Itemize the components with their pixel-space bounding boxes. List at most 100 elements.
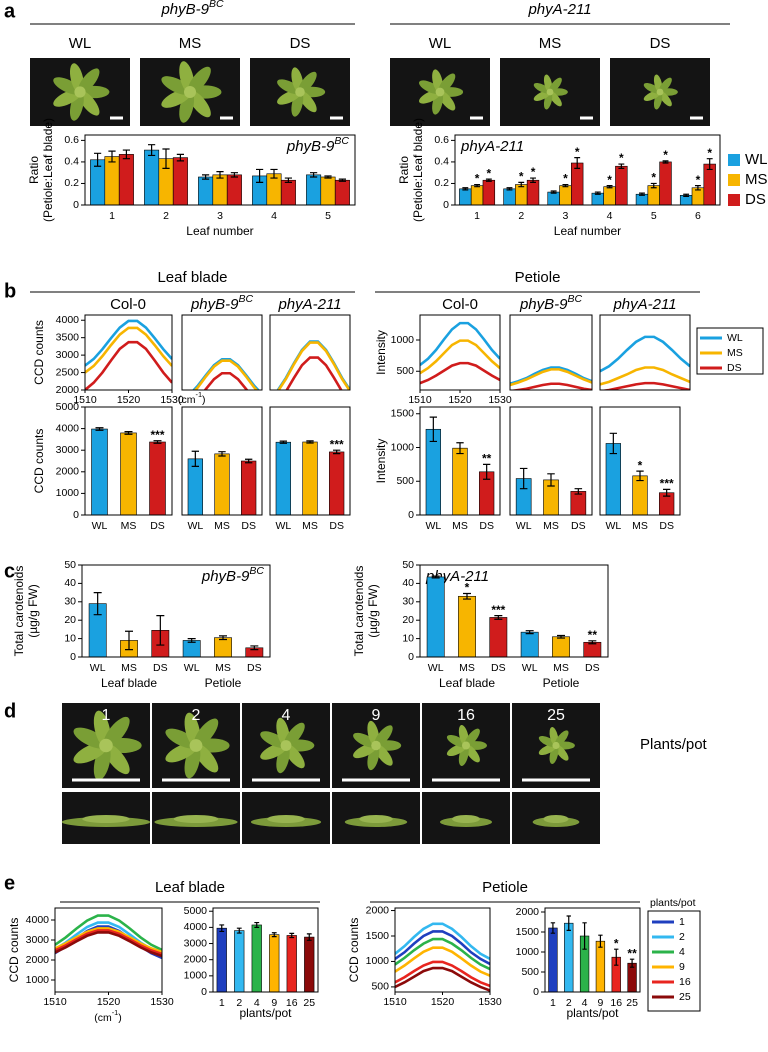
y-tick-label: 30 [402, 596, 414, 608]
rosette-center [546, 88, 554, 96]
error-bar [456, 442, 464, 455]
bar [214, 637, 232, 658]
bar [304, 936, 315, 993]
density-label: 9 [372, 707, 381, 724]
error-bar [153, 440, 162, 444]
error-bar [483, 463, 491, 480]
superscript: BC [334, 135, 349, 147]
x-axis-label: plants/pot [239, 1006, 292, 1020]
significance-mark: * [487, 166, 492, 180]
y-tick-label: 1500 [516, 926, 540, 938]
genotype-label: phyB-9BC [190, 293, 254, 313]
y-tick-label: 4000 [56, 422, 80, 434]
error-bar [706, 158, 713, 171]
x-tick-label: MS [459, 662, 475, 674]
error-bar [254, 921, 260, 928]
error-bar [230, 172, 238, 178]
significance-mark: * [575, 145, 580, 159]
plant [267, 815, 305, 823]
leaf [464, 728, 480, 747]
genotype-header: phyB-9BC [160, 0, 224, 18]
y-tick-label: 0 [443, 199, 449, 211]
y-axis-label: Intensity [374, 330, 388, 375]
text-part: phyA-211 [612, 296, 676, 313]
density-label: 4 [282, 707, 291, 724]
error-bar [124, 431, 133, 435]
y-tick-label: 4000 [184, 921, 208, 933]
x-tick-label: DS [491, 662, 506, 674]
x-tick-label: 1530 [150, 996, 174, 1008]
spectrum-line [420, 339, 500, 375]
superscript: BC [567, 293, 582, 305]
y-tick-label: 2000 [56, 466, 80, 478]
panel-label: e [4, 872, 15, 894]
error-bar [550, 190, 557, 194]
x-tick-label: WL [187, 520, 203, 532]
plot-frame [419, 564, 609, 658]
x-tick-label: WL [275, 520, 291, 532]
y-tick-label: 2500 [56, 366, 80, 378]
error-bar [271, 932, 277, 938]
y-tick-label: 500 [371, 981, 389, 993]
significance-mark: * [607, 173, 612, 187]
y-tick-label: 3500 [56, 331, 80, 343]
genotype-label: phyA-211 [612, 296, 676, 313]
error-bar [279, 440, 287, 444]
legend-swatch [728, 194, 740, 206]
x-tick-label: DS [153, 662, 168, 674]
error-bar [650, 182, 657, 189]
y-tick-label: 0.2 [64, 177, 79, 189]
error-bar [202, 174, 210, 180]
plot-frame [269, 406, 351, 516]
error-bar [694, 185, 701, 191]
x-tick-label: 1530 [160, 394, 184, 406]
plot-frame [181, 314, 263, 391]
genotype-label: phyB-9BC [519, 293, 583, 313]
spectrum-line [203, 371, 249, 390]
error-bar [582, 922, 587, 950]
bar [306, 174, 322, 206]
x-tick-label: WL [516, 520, 532, 532]
x-tick-label: 1520 [97, 996, 121, 1008]
error-bar [156, 615, 165, 646]
y-tick-label: 3000 [184, 937, 208, 949]
error-bar [566, 915, 571, 931]
leaf [284, 722, 305, 748]
text-part: (cm [178, 394, 196, 406]
spectrum-line [277, 341, 350, 390]
error-bar [219, 635, 227, 641]
genotype-label: Col-0 [110, 296, 146, 313]
x-tick-label: DS [329, 520, 344, 532]
y-tick-label: 5000 [56, 401, 80, 413]
rosette-center [371, 740, 381, 751]
group-label: Petiole [205, 676, 242, 690]
significance-mark: * [465, 581, 470, 595]
spectrum-line [55, 929, 162, 956]
y-tick-label: 1000 [366, 955, 390, 967]
superscript: BC [209, 0, 224, 10]
x-tick-label: 2 [163, 210, 169, 222]
bar [226, 174, 242, 206]
y-axis-label: (Petiole:Leaf blade) [411, 118, 425, 222]
bar [552, 636, 570, 658]
significance-mark: * [614, 936, 619, 950]
legend-label: 2 [679, 931, 685, 943]
bar [515, 184, 528, 206]
x-tick-label: 5 [651, 210, 657, 222]
error-bar [306, 933, 312, 941]
bar [647, 185, 660, 206]
error-bar [191, 450, 199, 467]
error-bar [463, 592, 471, 600]
density-label: 25 [547, 707, 565, 724]
error-bar [125, 630, 133, 651]
x-tick-label: 1510 [43, 996, 67, 1008]
error-bar [506, 187, 513, 191]
plant [173, 815, 219, 823]
significance-mark: * [696, 173, 701, 187]
bar [329, 451, 345, 516]
plot-frame [269, 314, 351, 391]
x-tick-label: 4 [254, 997, 260, 1009]
chart-title: phyB-9BC [201, 565, 265, 585]
error-bar [122, 149, 130, 160]
y-tick-label: 10 [402, 632, 414, 644]
